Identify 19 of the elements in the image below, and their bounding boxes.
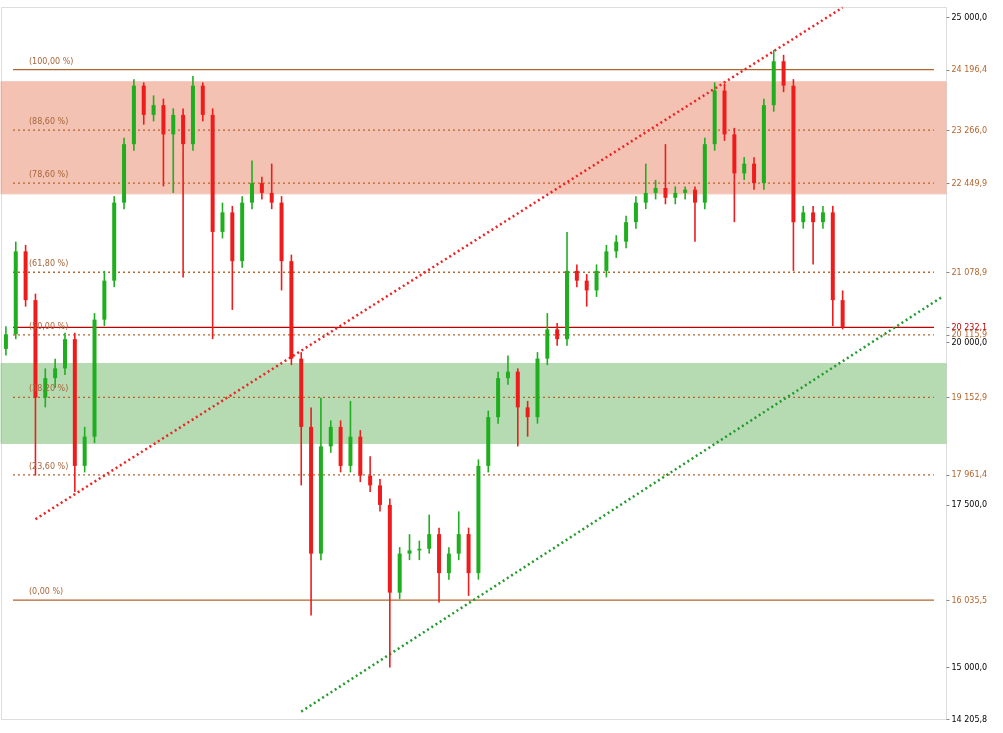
annotation: (0,00 %) [29, 587, 64, 597]
line-series [299, 296, 943, 713]
y-tick-label: 21 078,9 [951, 267, 988, 277]
y-tick-label: 16 035,5 [951, 595, 988, 605]
candlestick [407, 533, 412, 561]
y-tick-label: 19 152,9 [951, 392, 988, 402]
annotation: (100,00 %) [29, 56, 74, 66]
y-tick-label: 17 500,0 [951, 500, 988, 510]
y-tick-label: 14 205,8 [951, 714, 988, 724]
y-tick-label: 25 000,0 [951, 12, 988, 22]
y-tick-label: 24 196,4 [951, 65, 988, 75]
y-tick-label: 17 961,4 [951, 470, 988, 480]
y-tick-label: 23 266,0 [951, 125, 988, 135]
annotation: (61,80 %) [29, 259, 69, 269]
y-tick-label: 22 449,9 [951, 178, 988, 188]
y-tick-label: 15 000,0 [951, 662, 988, 672]
annotation: (78,60 %) [29, 170, 69, 180]
y-tick-label: 20 232,1 [951, 322, 988, 332]
annotation: (88,60 %) [29, 117, 69, 127]
